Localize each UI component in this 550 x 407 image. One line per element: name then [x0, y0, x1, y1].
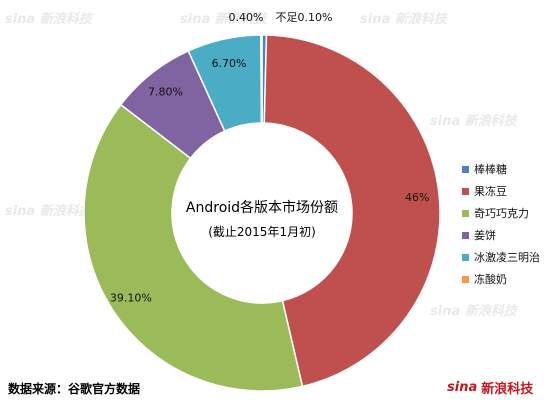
slice-6	[260, 34, 263, 124]
legend-item-6: 冻酸奶	[462, 268, 540, 290]
legend-label: 棒棒糖	[474, 163, 507, 176]
legend-item-4: 姜饼	[462, 224, 540, 246]
slice-3	[83, 103, 304, 392]
legend-item-2: 果冻豆	[462, 180, 540, 202]
legend-swatch	[462, 253, 469, 261]
data-label-3: 39.10%	[110, 292, 152, 305]
legend-item-3: 奇巧巧克力	[462, 202, 540, 224]
legend-label: 冰激凌三明治	[474, 251, 540, 264]
legend-label: 奇巧巧克力	[474, 207, 529, 220]
sina-logo: sina 新浪科技	[447, 378, 533, 397]
legend-item-5: 冰激凌三明治	[462, 246, 540, 268]
logo-brand: sina	[447, 380, 478, 395]
logo-name: 新浪科技	[481, 382, 534, 397]
data-label-5: 6.70%	[212, 57, 247, 70]
data-label-1: 0.40%	[229, 11, 264, 24]
legend-swatch	[462, 165, 469, 173]
legend-swatch	[462, 231, 469, 239]
legend-label: 姜饼	[474, 229, 496, 242]
legend-swatch	[462, 187, 469, 195]
data-source: 数据来源：谷歌官方数据	[8, 382, 141, 396]
legend-label: 果冻豆	[474, 185, 507, 198]
data-label-4: 7.80%	[148, 86, 183, 99]
legend-label: 冻酸奶	[474, 273, 507, 286]
legend-item-1: 棒棒糖	[462, 158, 540, 180]
legend-swatch	[462, 275, 469, 283]
slice-2	[263, 34, 441, 388]
data-label-2: 46%	[405, 191, 429, 204]
legend-swatch	[462, 209, 469, 217]
chart-legend: 棒棒糖果冻豆奇巧巧克力姜饼冰激凌三明治 冻酸奶	[462, 158, 540, 290]
data-label-6: 不足0.10%	[276, 11, 333, 24]
chart-title: Android各版本市场份额	[186, 199, 338, 216]
chart-subtitle: (截止2015年1月初)	[208, 225, 316, 239]
